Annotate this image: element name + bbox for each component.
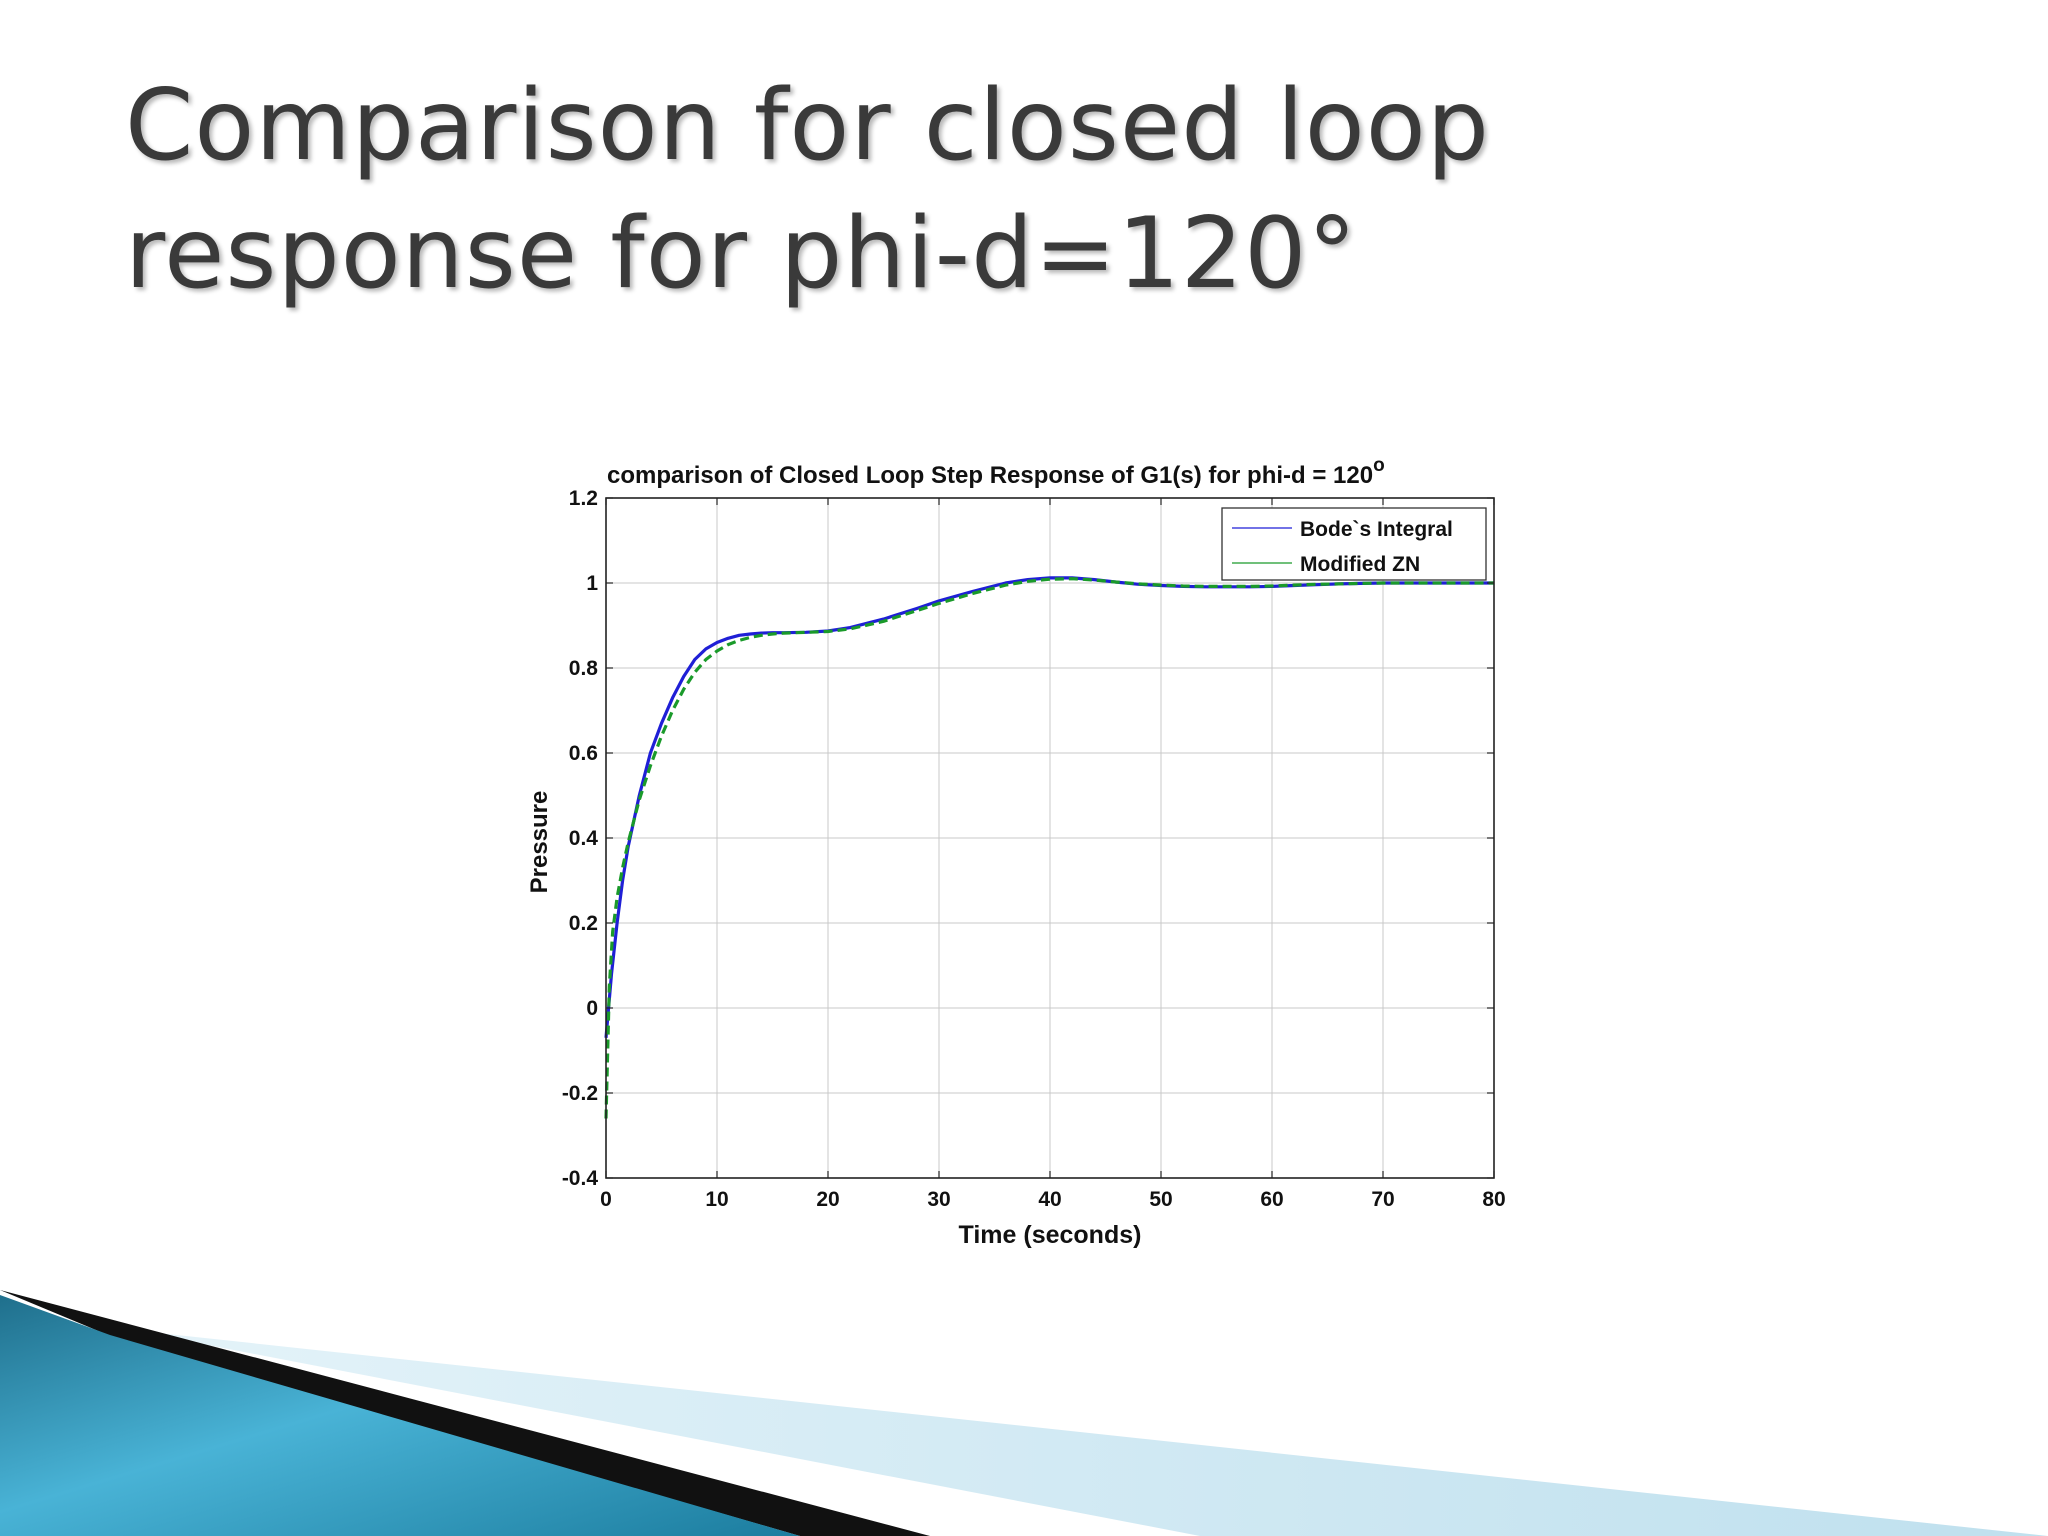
x-tick-label: 60 <box>1260 1188 1283 1211</box>
x-tick-label: 30 <box>927 1188 950 1211</box>
y-tick-label: 0.2 <box>569 912 598 935</box>
series-line-modified-zn <box>604 577 1494 1119</box>
slide-title: Comparison for closed loop response for … <box>125 62 1825 318</box>
y-tick-label: 1 <box>586 572 598 595</box>
x-tick-label: 0 <box>600 1188 612 1211</box>
y-tick-label: -0.2 <box>562 1082 598 1105</box>
x-tick-label: 20 <box>816 1188 839 1211</box>
x-tick-label: 10 <box>705 1188 728 1211</box>
legend-label-bode: Bode`s Integral <box>1300 518 1453 541</box>
chart-title-text: comparison of Closed Loop Step Response … <box>607 462 1373 489</box>
series-lines <box>604 576 1494 1119</box>
chart-title-superscript: o <box>1373 455 1385 476</box>
decor-light-band <box>130 1330 2048 1536</box>
decor-dark-stripe <box>0 1290 930 1536</box>
decor-teal-wedge <box>0 1295 800 1536</box>
x-axis-label: Time (seconds) <box>959 1221 1142 1249</box>
x-tick-label: 40 <box>1038 1188 1061 1211</box>
y-tick-label: 0.8 <box>569 657 599 680</box>
legend-label-zn: Modified ZN <box>1300 553 1420 576</box>
slide-title-line-2: response for phi-d=120° <box>125 197 1358 311</box>
y-tick-label: -0.4 <box>562 1167 599 1190</box>
grid-lines <box>606 498 1494 1178</box>
y-tick-label: 1.2 <box>569 487 598 510</box>
chart-title: comparison of Closed Loop Step Response … <box>607 455 1385 489</box>
axis-ticks: 0 10 20 30 40 50 60 70 80 -0.4 -0.2 0 0.2 0.4 0.6 0.8 1 1… <box>562 487 1506 1211</box>
x-tick-label: 50 <box>1149 1188 1172 1211</box>
legend-box <box>1221 507 1487 581</box>
x-tick-label: 80 <box>1482 1188 1505 1211</box>
slide-title-line-1: Comparison for closed loop <box>125 69 1490 183</box>
y-axis-label: Pressure <box>526 791 553 894</box>
y-tick-label: 0.4 <box>569 827 599 850</box>
y-tick-label: 0.6 <box>569 742 598 765</box>
y-tick-label: 0 <box>586 997 598 1020</box>
legend: Bode`s Integral Modified ZN <box>1221 507 1487 581</box>
x-tick-label: 70 <box>1371 1188 1394 1211</box>
